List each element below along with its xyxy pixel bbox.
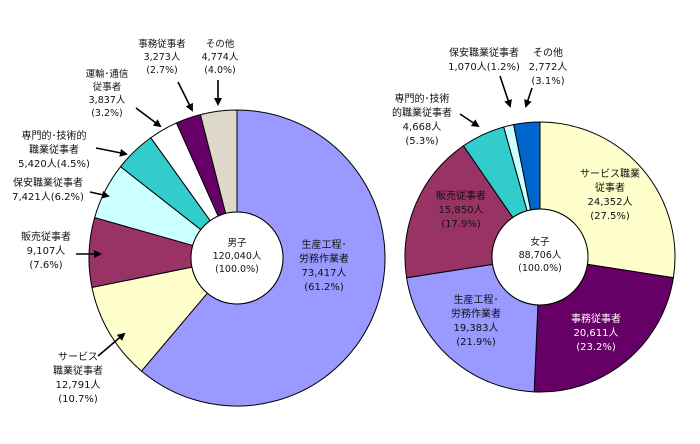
male-center-line-2: 120,040人 bbox=[213, 251, 262, 262]
female-label-service-line-3: 24,352人 bbox=[588, 196, 633, 208]
male-center-label: 男子 120,040人 (100.0%) bbox=[213, 238, 262, 275]
male-label-professional-line-1: 専門的･技術的 bbox=[22, 129, 87, 142]
male-label-other-line-2: 4,774人 bbox=[202, 52, 239, 63]
female-slice-hole bbox=[491, 208, 589, 306]
female-label-other: その他 2,772人 (3.1%) bbox=[524, 46, 568, 108]
male-label-other-line-1: その他 bbox=[206, 38, 235, 50]
male-label-production-line-2: 労務作業者 bbox=[299, 252, 349, 265]
male-label-professional-line-3: 5,420人(4.5%) bbox=[18, 158, 90, 170]
male-donut-chart: 男子 120,040人 (100.0%) 生産工程･ 労務作業者 73,417人… bbox=[12, 38, 386, 407]
female-label-other-line-2: 2,772人 bbox=[529, 61, 568, 73]
female-label-clerical-line-2: 20,611人 bbox=[574, 327, 619, 339]
male-label-service-line-3: 12,791人 bbox=[56, 379, 101, 391]
female-center-line-1: 女子 bbox=[530, 236, 550, 248]
male-label-sales-line-3: (7.6%) bbox=[29, 260, 62, 271]
male-label-other: その他 4,774人 (4.0%) bbox=[202, 38, 239, 106]
male-label-production: 生産工程･ 労務作業者 73,417人 (61.2%) bbox=[299, 238, 349, 293]
female-arrow-security bbox=[499, 75, 512, 108]
female-label-professional-line-3: 4,668人 bbox=[403, 121, 442, 133]
female-label-production-line-4: (21.9%) bbox=[456, 337, 496, 348]
male-label-production-line-3: 73,417人 bbox=[302, 267, 347, 279]
female-label-sales: 販売従事者 15,850人 (17.9%) bbox=[436, 189, 486, 230]
male-label-transport-line-2: 従事者 bbox=[93, 81, 122, 93]
female-center-line-2: 88,706人 bbox=[519, 250, 562, 261]
female-arrow-other bbox=[524, 87, 533, 108]
male-center-line-3: (100.0%) bbox=[215, 264, 259, 275]
male-label-transport-line-1: 運輸･通信 bbox=[86, 68, 129, 80]
female-label-production-line-2: 労務作業者 bbox=[451, 307, 501, 320]
male-label-service-line-1: サービス bbox=[58, 351, 98, 363]
female-label-clerical: 事務従事者 20,611人 (23.2%) bbox=[571, 312, 621, 353]
female-arrow-professional bbox=[459, 113, 480, 128]
female-label-other-line-3: (3.1%) bbox=[531, 76, 564, 87]
male-label-service-line-4: (10.7%) bbox=[58, 394, 98, 405]
female-label-security-line-1: 保安職業従事者 bbox=[449, 46, 519, 59]
male-label-other-line-3: (4.0%) bbox=[204, 65, 236, 76]
male-arrow-professional bbox=[95, 147, 128, 157]
male-label-transport: 運輸･通信 従事者 3,837人 (3.2%) bbox=[86, 68, 162, 128]
female-center-line-3: (100.0%) bbox=[518, 263, 562, 274]
female-label-production: 生産工程･ 労務作業者 19,383人 (21.9%) bbox=[451, 293, 501, 348]
male-label-clerical: 事務従事者 3,273人 (2.7%) bbox=[138, 38, 193, 112]
male-label-professional: 専門的･技術的 職業従事者 5,420人(4.5%) bbox=[18, 129, 128, 170]
male-arrow-clerical bbox=[177, 81, 193, 112]
male-label-production-line-4: (61.2%) bbox=[304, 282, 344, 293]
female-label-production-line-3: 19,383人 bbox=[454, 322, 499, 334]
male-label-service: サービス 職業従事者 12,791人 (10.7%) bbox=[53, 332, 126, 405]
male-label-clerical-line-3: (2.7%) bbox=[146, 65, 178, 76]
female-label-production-line-1: 生産工程･ bbox=[454, 293, 499, 306]
female-label-service: サービス職業 従事者 24,352人 (27.5%) bbox=[580, 167, 640, 222]
male-label-professional-line-2: 職業従事者 bbox=[29, 143, 79, 156]
male-label-sales: 販売従事者 9,107人 (7.6%) bbox=[21, 230, 102, 271]
male-arrow-transport bbox=[135, 107, 162, 128]
male-slices bbox=[88, 109, 386, 407]
female-label-service-line-2: 従事者 bbox=[595, 181, 625, 194]
female-label-clerical-line-3: (23.2%) bbox=[576, 342, 616, 353]
female-label-professional-line-2: 的職業従事者 bbox=[392, 106, 452, 119]
male-label-service-line-2: 職業従事者 bbox=[53, 364, 103, 377]
male-label-production-line-1: 生産工程･ bbox=[302, 238, 347, 251]
female-label-professional: 専門的･技術 的職業従事者 4,668人 (5.3%) bbox=[392, 92, 480, 147]
male-label-transport-line-4: (3.2%) bbox=[91, 108, 123, 119]
male-center-line-1: 男子 bbox=[227, 238, 247, 249]
female-donut-chart: 女子 88,706人 (100.0%) サービス職業 従事者 24,352人 (… bbox=[392, 46, 676, 393]
female-label-clerical-line-1: 事務従事者 bbox=[571, 312, 621, 325]
male-label-clerical-line-2: 3,273人 bbox=[144, 52, 181, 63]
male-label-sales-line-1: 販売従事者 bbox=[21, 230, 71, 243]
female-label-security: 保安職業従事者 1,070人(1.2%) bbox=[448, 46, 520, 108]
female-label-sales-line-1: 販売従事者 bbox=[436, 189, 486, 202]
female-center-label: 女子 88,706人 (100.0%) bbox=[518, 236, 562, 274]
male-label-clerical-line-1: 事務従事者 bbox=[138, 38, 186, 50]
male-arrow-service bbox=[97, 332, 126, 357]
female-label-other-line-1: その他 bbox=[533, 46, 563, 59]
male-label-security-line-1: 保安職業従事者 bbox=[13, 176, 83, 189]
female-label-service-line-4: (27.5%) bbox=[590, 211, 630, 222]
female-label-professional-line-4: (5.3%) bbox=[405, 136, 438, 147]
female-label-sales-line-2: 15,850人 bbox=[439, 204, 484, 216]
female-label-service-line-1: サービス職業 bbox=[580, 167, 640, 180]
male-label-sales-line-2: 9,107人 bbox=[27, 245, 66, 257]
male-arrow-security bbox=[89, 190, 110, 199]
female-label-sales-line-3: (17.9%) bbox=[441, 219, 481, 230]
male-slice-hole bbox=[190, 211, 284, 305]
male-label-security: 保安職業従事者 7,421人(6.2%) bbox=[12, 176, 110, 203]
female-slices bbox=[404, 121, 676, 393]
female-label-security-line-2: 1,070人(1.2%) bbox=[448, 61, 520, 73]
male-label-transport-line-3: 3,837人 bbox=[89, 95, 126, 106]
female-label-professional-line-1: 専門的･技術 bbox=[395, 92, 450, 105]
male-label-security-line-2: 7,421人(6.2%) bbox=[12, 191, 84, 203]
